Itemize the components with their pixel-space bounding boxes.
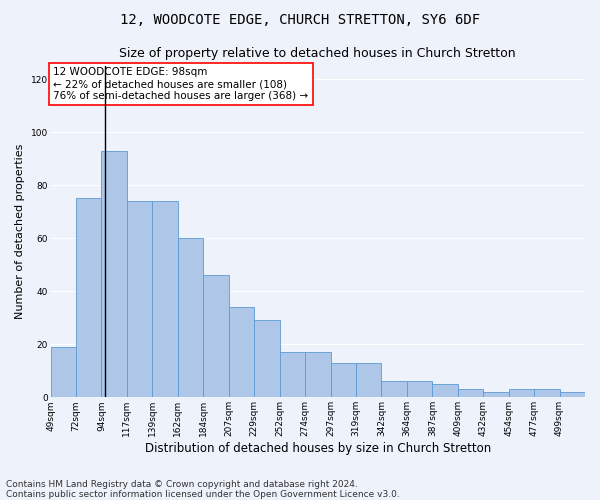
- Text: Contains HM Land Registry data © Crown copyright and database right 2024.
Contai: Contains HM Land Registry data © Crown c…: [6, 480, 400, 499]
- Bar: [280, 352, 305, 398]
- Bar: [331, 363, 356, 398]
- Bar: [127, 201, 152, 398]
- Bar: [76, 198, 101, 398]
- Text: 12 WOODCOTE EDGE: 98sqm
← 22% of detached houses are smaller (108)
76% of semi-d: 12 WOODCOTE EDGE: 98sqm ← 22% of detache…: [53, 68, 308, 100]
- Bar: [382, 382, 407, 398]
- Bar: [203, 276, 229, 398]
- Bar: [356, 363, 382, 398]
- Y-axis label: Number of detached properties: Number of detached properties: [15, 144, 25, 320]
- Bar: [560, 392, 585, 398]
- Title: Size of property relative to detached houses in Church Stretton: Size of property relative to detached ho…: [119, 48, 516, 60]
- Bar: [458, 390, 483, 398]
- Bar: [305, 352, 331, 398]
- Bar: [178, 238, 203, 398]
- Bar: [254, 320, 280, 398]
- X-axis label: Distribution of detached houses by size in Church Stretton: Distribution of detached houses by size …: [145, 442, 491, 455]
- Bar: [101, 150, 127, 398]
- Text: 12, WOODCOTE EDGE, CHURCH STRETTON, SY6 6DF: 12, WOODCOTE EDGE, CHURCH STRETTON, SY6 …: [120, 12, 480, 26]
- Bar: [534, 390, 560, 398]
- Bar: [152, 201, 178, 398]
- Bar: [229, 307, 254, 398]
- Bar: [50, 347, 76, 398]
- Bar: [433, 384, 458, 398]
- Bar: [483, 392, 509, 398]
- Bar: [407, 382, 433, 398]
- Bar: [509, 390, 534, 398]
